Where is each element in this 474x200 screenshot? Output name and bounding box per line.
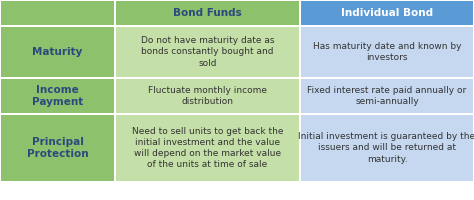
Text: Initial investment is guaranteed by the
issuers and will be returned at
maturity: Initial investment is guaranteed by the …: [299, 132, 474, 164]
Text: Bond Funds: Bond Funds: [173, 8, 242, 18]
Text: Fluctuate monthly income
distribution: Fluctuate monthly income distribution: [148, 86, 267, 106]
Text: Need to sell units to get back the
initial investment and the value
will depend : Need to sell units to get back the initi…: [132, 127, 283, 169]
Bar: [1, 79, 114, 113]
Bar: [116, 27, 299, 77]
Bar: [301, 27, 473, 77]
Bar: [1, 27, 114, 77]
Bar: [301, 115, 473, 181]
Bar: [116, 115, 299, 181]
Text: Maturity: Maturity: [32, 47, 82, 57]
Bar: [116, 1, 299, 25]
Text: Do not have maturity date as
bonds constantly bought and
sold: Do not have maturity date as bonds const…: [141, 36, 274, 68]
Bar: [301, 1, 473, 25]
Bar: [1, 115, 114, 181]
Text: Fixed interest rate paid annually or
semi-annually: Fixed interest rate paid annually or sem…: [307, 86, 466, 106]
Bar: [301, 79, 473, 113]
Text: Principal
Protection: Principal Protection: [27, 137, 88, 159]
Bar: [1, 1, 114, 25]
Text: Income
Payment: Income Payment: [32, 85, 83, 107]
Text: Individual Bond: Individual Bond: [341, 8, 433, 18]
Bar: [116, 79, 299, 113]
Text: Has maturity date and known by
investors: Has maturity date and known by investors: [313, 42, 461, 62]
